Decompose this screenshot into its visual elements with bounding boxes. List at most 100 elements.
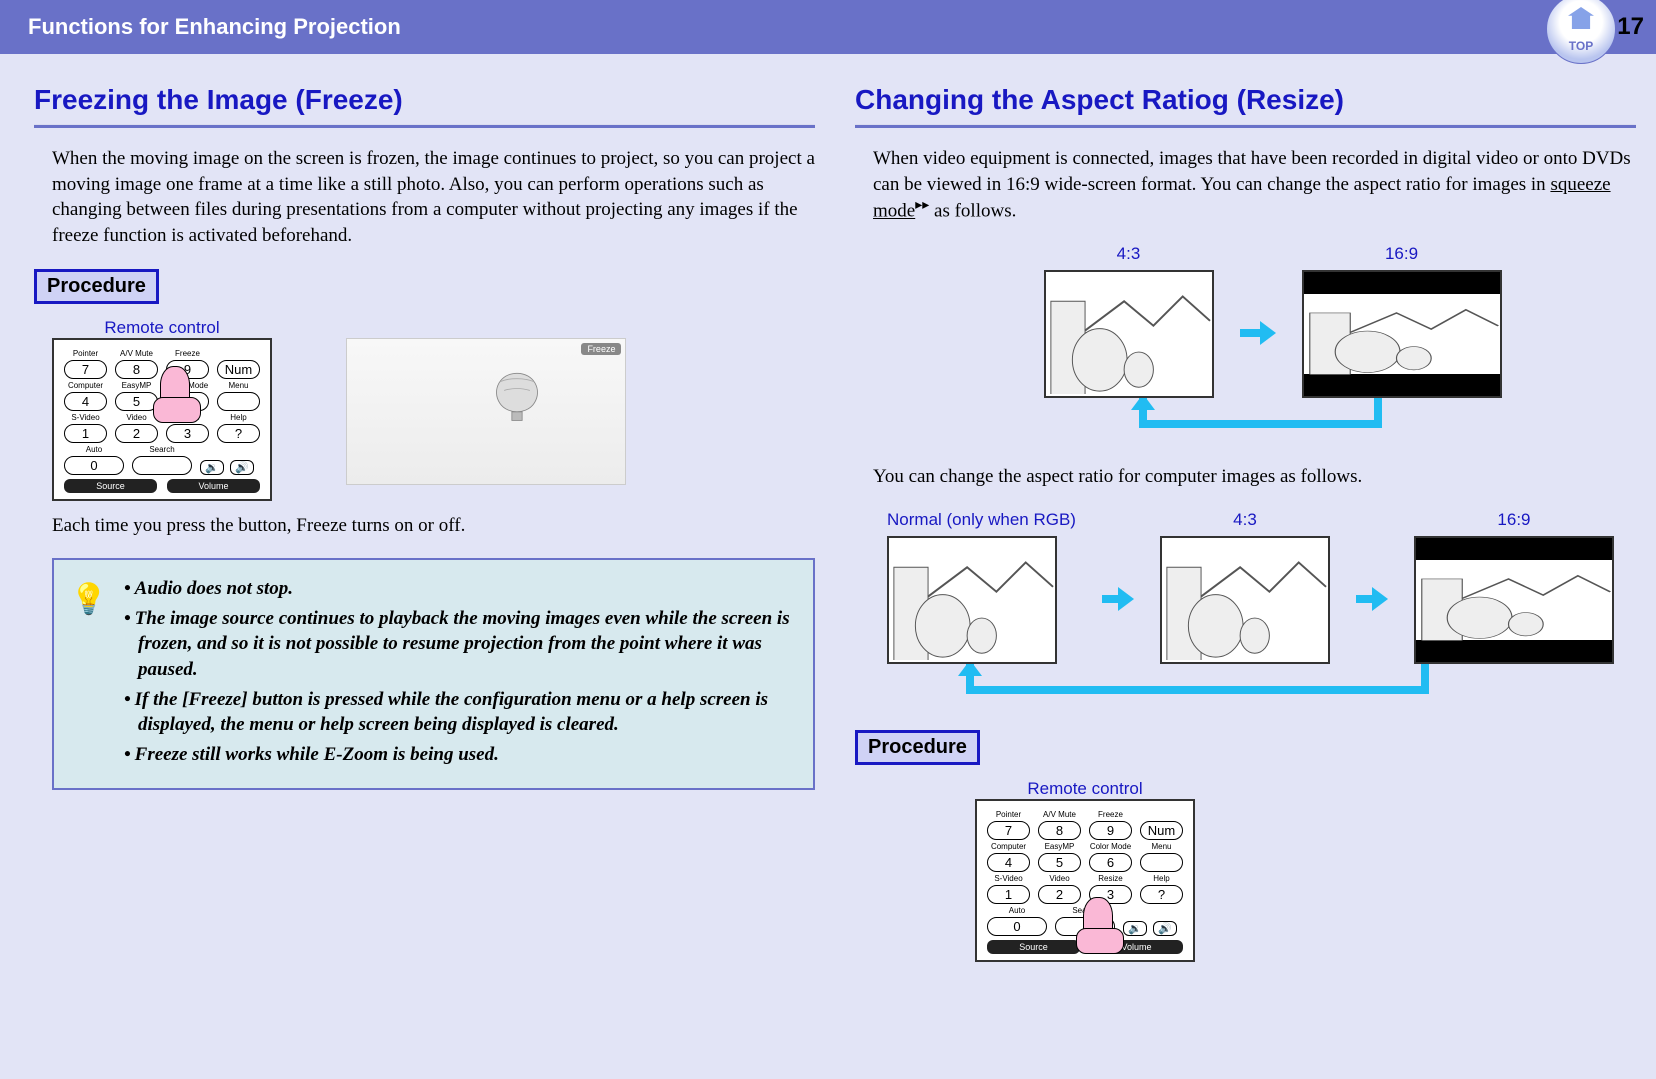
finger-press-icon	[1083, 897, 1113, 951]
cyan-loop-arrow-icon	[1058, 398, 1488, 442]
remote-caption-wrap: Remote control	[52, 318, 272, 338]
remote-btn-8: 8	[1038, 821, 1081, 840]
remote-btn-7: 7	[64, 360, 107, 379]
remote-bottom-source: Source	[64, 479, 157, 493]
aspect-label-normal: Normal (only when RGB)	[887, 510, 1076, 530]
remote-lbl: Help	[1140, 875, 1183, 883]
remote-btn-1: 1	[987, 885, 1030, 904]
lightbulb-icon: 💡	[70, 580, 107, 621]
remote-btn-4: 4	[64, 392, 107, 411]
cyan-loop-arrow-icon	[885, 664, 1525, 708]
remote-btn-num: Num	[217, 360, 260, 379]
aspect-frame-16-9-b	[1414, 536, 1614, 664]
header-title: Functions for Enhancing Projection	[28, 14, 401, 39]
freeze-after-remote: Each time you press the button, Freeze t…	[52, 513, 815, 539]
remote-lbl: A/V Mute	[115, 350, 158, 358]
aspect-label-16-9: 16:9	[1302, 244, 1502, 264]
page-number: 17	[1617, 13, 1644, 41]
aspect-frame-16-9	[1302, 270, 1502, 398]
arrow-right-icon	[1240, 319, 1276, 347]
remote-caption: Remote control	[52, 318, 272, 338]
remote-lbl: Auto	[64, 446, 124, 454]
aspect-label-4-3: 4:3	[1044, 244, 1214, 264]
resize-intro-prefix: When video equipment is connected, image…	[873, 148, 1631, 195]
remote-lbl: Resize	[1089, 875, 1132, 883]
aspect-frame-4-3	[1044, 270, 1214, 398]
resize-intro-suffix: as follows.	[929, 201, 1016, 222]
remote-lbl: Computer	[64, 382, 107, 390]
aspect-label-16-9: 16:9	[1414, 510, 1614, 530]
link-glyph-icon: ▸▸	[915, 198, 929, 213]
remote-btn-5: 5	[115, 392, 158, 411]
freeze-intro: When the moving image on the screen is f…	[52, 146, 815, 249]
resize-mid-text: You can change the aspect ratio for comp…	[873, 464, 1636, 490]
top-badge-label: TOP	[1569, 39, 1593, 53]
aspect-diagram-video: 4:3 16:9	[909, 244, 1636, 442]
remote-lbl: Menu	[217, 382, 260, 390]
section-heading-freeze: Freezing the Image (Freeze)	[34, 84, 815, 116]
remote-btn-num: Num	[1140, 821, 1183, 840]
remote-btn-1: 1	[64, 424, 107, 443]
remote-lbl: A/V Mute	[1038, 811, 1081, 819]
section-heading-resize: Changing the Aspect Ratiog (Resize)	[855, 84, 1636, 116]
right-column: Changing the Aspect Ratiog (Resize) When…	[855, 84, 1636, 972]
tip-item: If the [Freeze] button is pressed while …	[124, 687, 795, 738]
vol-down-icon: 🔉	[200, 460, 224, 475]
remote-lbl: Help	[217, 414, 260, 422]
finger-press-icon	[160, 366, 190, 420]
remote-btn-7: 7	[987, 821, 1030, 840]
tip-item: Freeze still works while E-Zoom is being…	[124, 742, 795, 768]
remote-btn-8: 8	[115, 360, 158, 379]
remote-bottom-volume: Volume	[167, 479, 260, 493]
remote-control-illustration: Pointer7 A/V Mute8 Freeze9 Num Computer4…	[52, 338, 272, 501]
remote-btn-search	[132, 456, 192, 475]
procedure-label-box: Procedure	[34, 269, 815, 304]
remote-btn-0: 0	[64, 456, 124, 475]
remote-bottom-source: Source	[987, 940, 1080, 954]
remote-control-illustration: Pointer7 A/V Mute8 Freeze9 Num Computer4…	[975, 799, 1195, 962]
remote-btn-3: 3	[166, 424, 209, 443]
remote-btn-9: 9	[1089, 821, 1132, 840]
remote-lbl: Freeze	[1089, 811, 1132, 819]
vol-up-icon: 🔊	[230, 460, 254, 475]
remote-btn-0: 0	[987, 917, 1047, 936]
remote-btn-help: ?	[217, 424, 260, 443]
aspect-label-4-3: 4:3	[1160, 510, 1330, 530]
section-rule	[855, 124, 1636, 128]
procedure-label-box: Procedure	[855, 730, 1636, 765]
remote-lbl: Freeze	[166, 350, 209, 358]
arrow-right-icon	[1102, 585, 1134, 613]
remote-btn-menu	[217, 392, 260, 411]
remote-lbl: Menu	[1140, 843, 1183, 851]
procedure-label: Procedure	[855, 730, 980, 765]
remote-lbl	[217, 350, 260, 358]
remote-btn-4: 4	[987, 853, 1030, 872]
resize-intro: When video equipment is connected, image…	[873, 146, 1636, 224]
arrow-right-icon	[1356, 585, 1388, 613]
remote-lbl: Video	[1038, 875, 1081, 883]
remote-lbl: Search	[132, 446, 192, 454]
freeze-tag: Freeze	[581, 343, 621, 355]
remote-btn-6: 6	[1089, 853, 1132, 872]
procedure-label: Procedure	[34, 269, 159, 304]
aspect-diagram-computer: Normal (only when RGB) 4:3 16:9	[865, 510, 1636, 708]
freeze-preview-image: Freeze	[346, 338, 626, 485]
left-column: Freezing the Image (Freeze) When the mov…	[34, 84, 815, 972]
remote-caption: Remote control	[975, 779, 1195, 799]
remote-lbl: S-Video	[64, 414, 107, 422]
remote-lbl: S-Video	[987, 875, 1030, 883]
remote-lbl	[1140, 811, 1183, 819]
tip-item: Audio does not stop.	[124, 576, 795, 602]
section-rule	[34, 124, 815, 128]
aspect-frame-4-3-b	[1160, 536, 1330, 664]
tip-box: 💡 Audio does not stop. The image source …	[52, 558, 815, 789]
remote-lbl: EasyMP	[115, 382, 158, 390]
header-bar: Functions for Enhancing Projection TOP 1…	[0, 0, 1656, 54]
vol-down-icon: 🔉	[1123, 921, 1147, 936]
remote-btn-5: 5	[1038, 853, 1081, 872]
remote-lbl: Pointer	[64, 350, 107, 358]
remote-lbl: Color Mode	[1089, 843, 1132, 851]
remote-btn-2: 2	[1038, 885, 1081, 904]
tip-item: The image source continues to playback t…	[124, 606, 795, 683]
remote-lbl: Computer	[987, 843, 1030, 851]
